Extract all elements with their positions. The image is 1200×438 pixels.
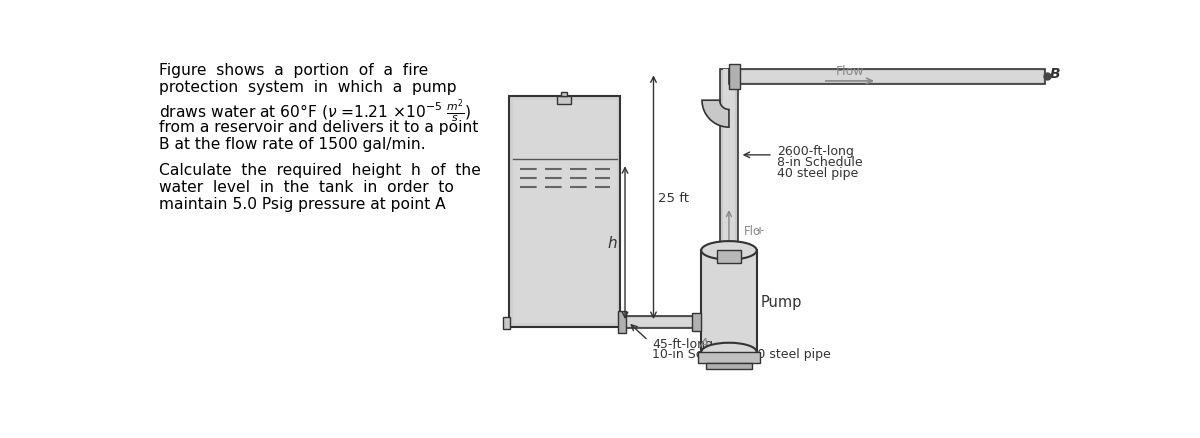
Ellipse shape [701, 241, 757, 260]
Bar [618, 311, 625, 333]
Text: 25 ft: 25 ft [658, 191, 689, 204]
Polygon shape [702, 101, 728, 128]
Bar [692, 313, 701, 332]
Text: Flo: Flo [744, 224, 762, 237]
Bar [620, 316, 710, 328]
Text: 8-in Schedule: 8-in Schedule [776, 155, 863, 169]
Bar [722, 70, 736, 328]
Text: B at the flow rate of 1500 gal/min.: B at the flow rate of 1500 gal/min. [160, 137, 426, 152]
Text: A: A [700, 336, 709, 349]
Bar [509, 97, 620, 328]
Bar [720, 70, 738, 328]
Text: draws water at 60°F ($\nu$ =1.21 ×10$^{-5}$ $\frac{m^2}{s}$): draws water at 60°F ($\nu$ =1.21 ×10$^{-… [160, 97, 472, 125]
Text: water  level  in  the  tank  in  order  to: water level in the tank in order to [160, 179, 454, 194]
Text: h: h [607, 236, 617, 251]
Text: Flow: Flow [835, 65, 864, 78]
Text: ✛: ✛ [755, 226, 763, 236]
Bar [622, 318, 709, 326]
Text: maintain 5.0 Psig pressure at point A: maintain 5.0 Psig pressure at point A [160, 196, 446, 211]
Text: 45-ft-long: 45-ft-long [652, 337, 713, 350]
Bar [512, 101, 617, 324]
Bar [718, 251, 740, 263]
Text: B: B [1050, 67, 1061, 80]
Bar [557, 97, 571, 105]
Text: 10-in Schedule 40 steel pipe: 10-in Schedule 40 steel pipe [652, 348, 830, 360]
Bar [728, 65, 739, 89]
Ellipse shape [701, 343, 757, 361]
Bar [731, 72, 1043, 82]
Bar [706, 363, 752, 369]
Bar [562, 93, 568, 97]
Text: 40 steel pipe: 40 steel pipe [776, 166, 858, 179]
Text: protection  system  in  which  a  pump: protection system in which a pump [160, 80, 457, 95]
Bar [701, 251, 757, 352]
Text: from a reservoir and delivers it to a point: from a reservoir and delivers it to a po… [160, 120, 479, 135]
Text: Calculate  the  required  height  h  of  the: Calculate the required height h of the [160, 162, 481, 177]
Text: 2600-ft-long: 2600-ft-long [776, 145, 853, 158]
Bar [728, 70, 1045, 85]
Bar [503, 317, 510, 329]
Text: Pump: Pump [761, 294, 802, 309]
Bar [698, 352, 760, 363]
Text: Figure  shows  a  portion  of  a  fire: Figure shows a portion of a fire [160, 64, 428, 78]
